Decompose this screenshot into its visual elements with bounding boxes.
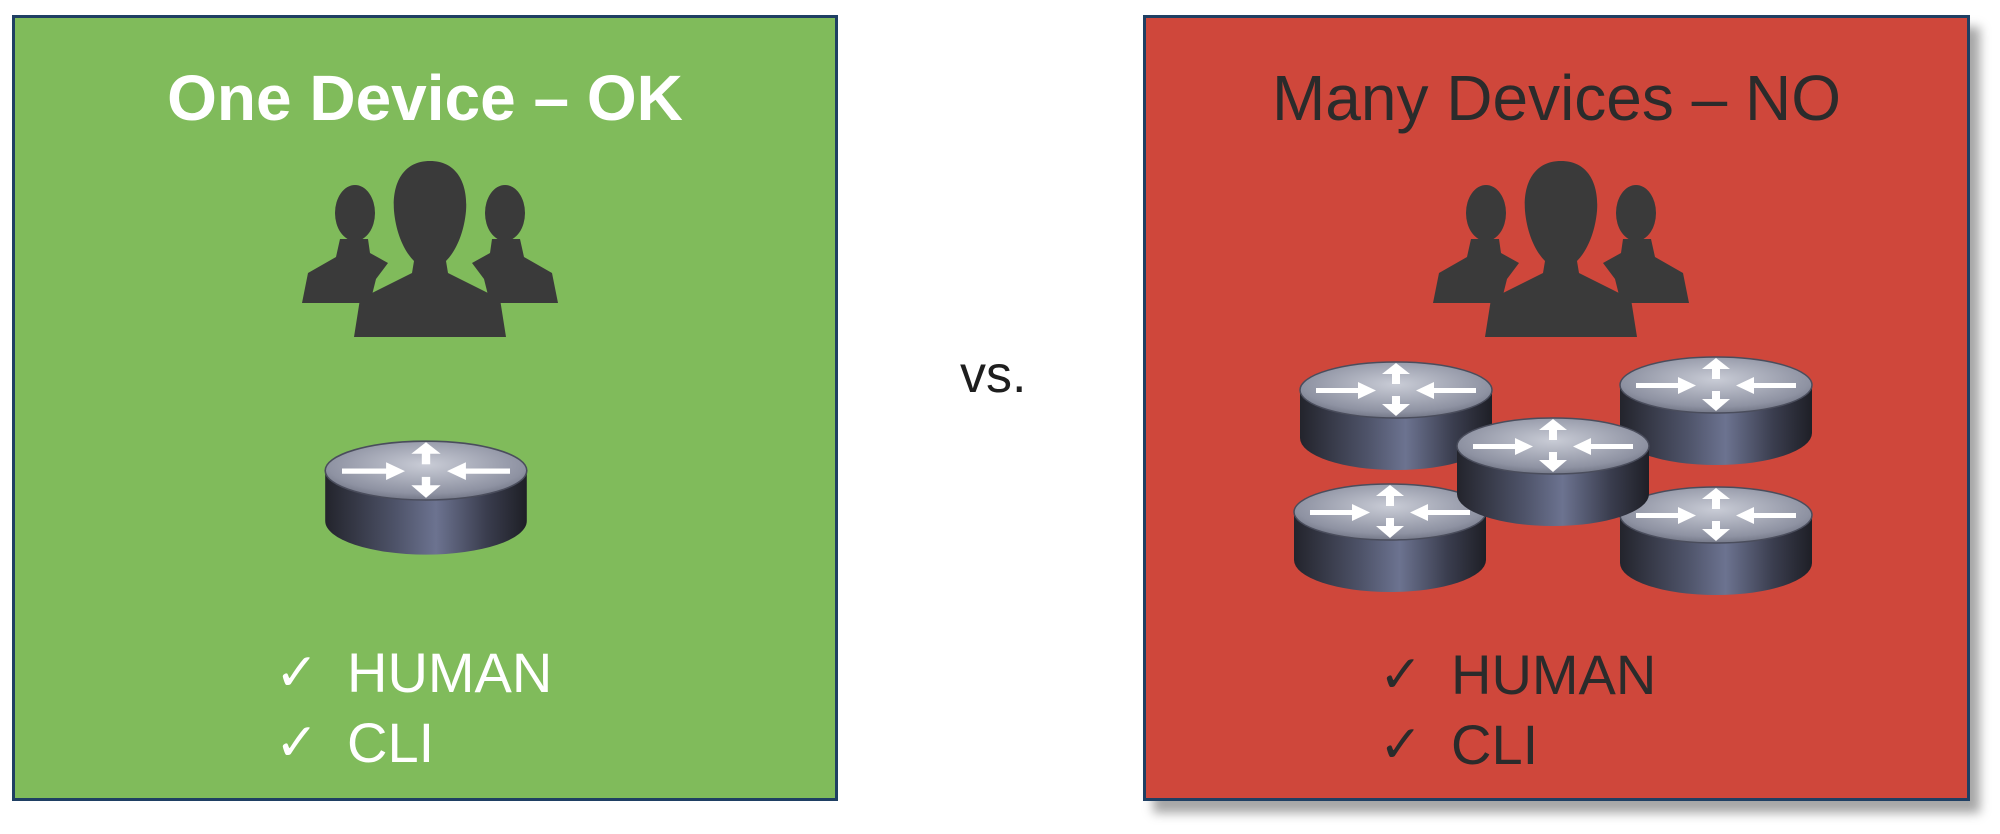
check-item: ✓ CLI bbox=[1379, 710, 1656, 780]
checklist: ✓ HUMAN ✓ CLI bbox=[1379, 640, 1656, 780]
check-item-label: HUMAN bbox=[1451, 643, 1657, 706]
check-item-label: HUMAN bbox=[347, 641, 553, 704]
panel-title: One Device – OK bbox=[167, 62, 683, 134]
no-panel: Many Devices – NO ✓ HUMAN ✓ CLI bbox=[1143, 15, 1970, 801]
check-item: ✓ HUMAN bbox=[275, 638, 552, 708]
checkmark-icon: ✓ bbox=[1379, 645, 1423, 705]
checklist: ✓ HUMAN ✓ CLI bbox=[275, 638, 552, 778]
checkmark-icon: ✓ bbox=[1379, 715, 1423, 775]
people-group-icon bbox=[300, 161, 560, 351]
panel-title: Many Devices – NO bbox=[1271, 62, 1842, 134]
check-item: ✓ HUMAN bbox=[1379, 640, 1656, 710]
check-item: ✓ CLI bbox=[275, 708, 552, 778]
checkmark-icon: ✓ bbox=[275, 643, 319, 703]
people-group-icon bbox=[1431, 161, 1691, 351]
check-item-label: CLI bbox=[347, 711, 435, 774]
router-icon bbox=[321, 436, 531, 564]
router-icon bbox=[1453, 414, 1653, 534]
check-item-label: CLI bbox=[1451, 713, 1539, 776]
checkmark-icon: ✓ bbox=[275, 713, 319, 773]
ok-panel: One Device – OK ✓ HUMAN ✓ CLI bbox=[12, 15, 838, 801]
vs-label: vs. bbox=[960, 346, 1027, 404]
